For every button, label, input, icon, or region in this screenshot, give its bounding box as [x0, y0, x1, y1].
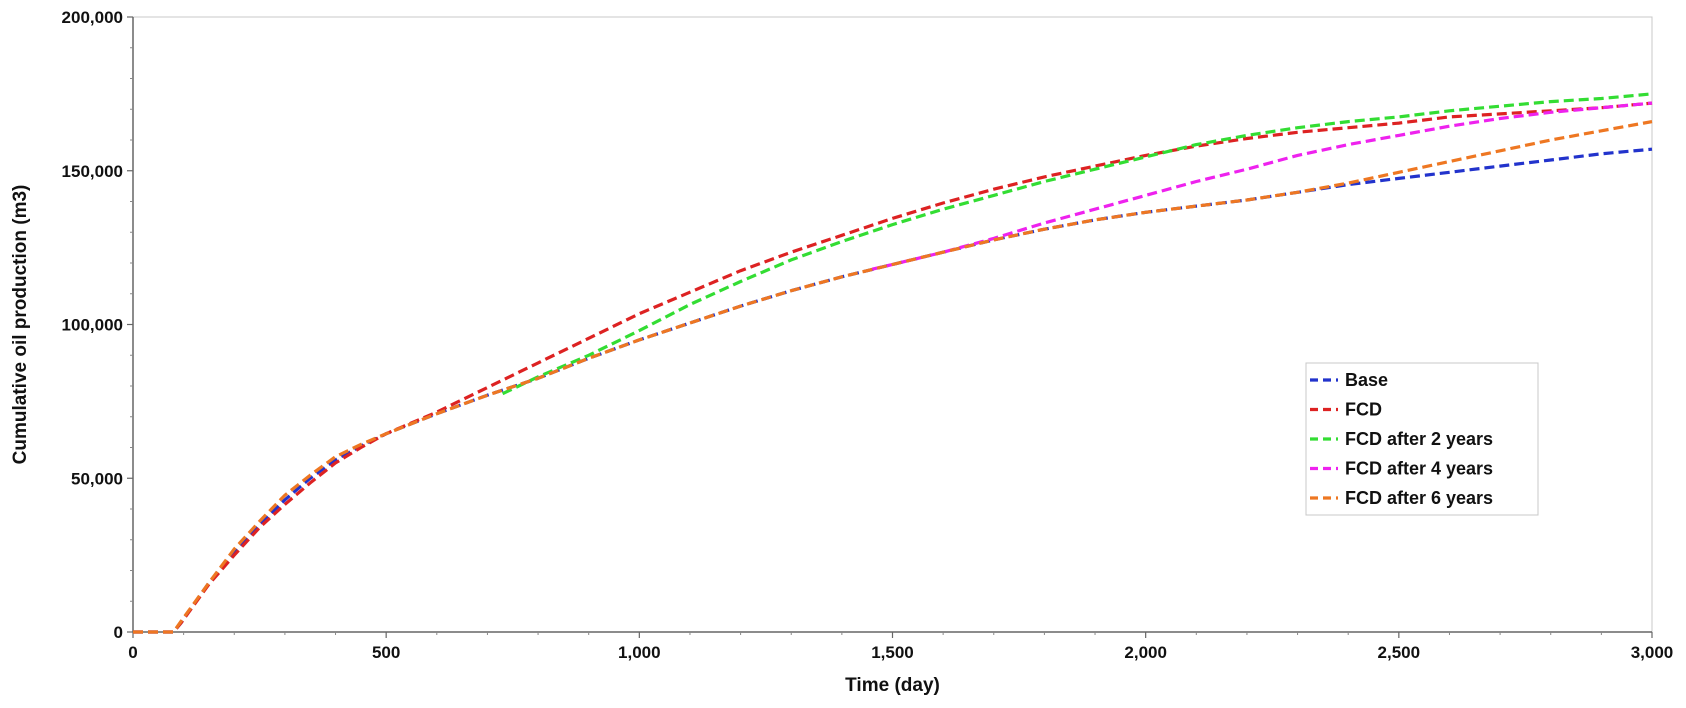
x-axis: 0 500 1,000 1,500 2,000 2,500 3,000: [128, 631, 1674, 662]
legend-label: Base: [1345, 370, 1388, 390]
series-line-fcd-after-6-years: [133, 120, 1653, 634]
series-line-fcd: [133, 101, 1653, 634]
y-tick-label: 100,000: [62, 316, 123, 335]
series-layer: [133, 92, 1653, 634]
x-tick-label: 2,500: [1378, 643, 1421, 662]
x-tick-label: 1,500: [871, 643, 914, 662]
series-line-fcd-after-2-years: [501, 92, 1653, 396]
legend: Base FCD FCD after 2 years FCD after 4 year…: [1305, 362, 1539, 516]
y-tick-label: 0: [114, 623, 123, 642]
y-tick-label: 200,000: [62, 8, 123, 27]
legend-box: [1305, 362, 1539, 516]
y-axis-title: Cumulative oil production (m3): [10, 185, 31, 465]
series-line-fcd-after-4-years: [871, 101, 1653, 271]
x-axis-title: Time (day): [845, 675, 940, 696]
x-tick-label: 0: [128, 643, 137, 662]
x-tick-label: 500: [372, 643, 400, 662]
y-tick-label: 50,000: [71, 469, 123, 488]
x-tick-label: 1,000: [618, 643, 661, 662]
legend-label: FCD after 4 years: [1345, 459, 1493, 479]
y-tick-label: 150,000: [62, 162, 123, 181]
x-tick-label: 2,000: [1124, 643, 1167, 662]
legend-label: FCD after 2 years: [1345, 429, 1493, 449]
x-tick-label: 3,000: [1631, 643, 1674, 662]
y-axis: 0 50,000 100,000 150,000 200,000: [62, 8, 134, 642]
legend-label: FCD: [1345, 400, 1382, 420]
legend-label: FCD after 6 years: [1345, 488, 1493, 508]
